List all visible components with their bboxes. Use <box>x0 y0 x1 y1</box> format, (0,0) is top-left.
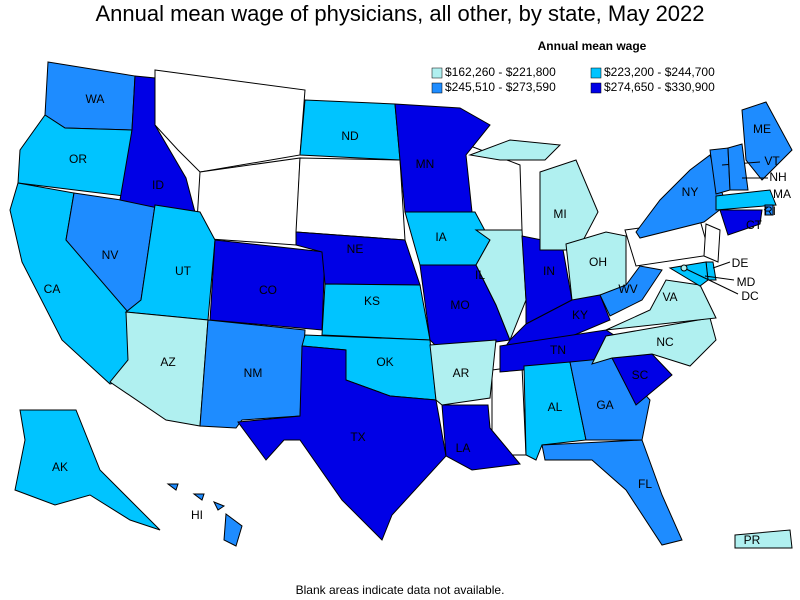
state-label: MI <box>553 207 566 221</box>
state-label: NH <box>769 170 786 184</box>
state-label: ND <box>341 129 359 143</box>
state <box>321 283 431 341</box>
state <box>734 529 793 549</box>
state <box>541 439 683 546</box>
state <box>394 103 491 213</box>
state-label: KY <box>572 308 588 322</box>
state-label: DE <box>732 256 749 270</box>
state-label: OH <box>589 255 607 269</box>
legend-swatch <box>590 82 602 94</box>
leader-line <box>704 275 735 281</box>
state-blank <box>154 69 306 173</box>
legend-swatch <box>431 82 443 94</box>
state-label: AK <box>52 460 68 474</box>
state-label: IA <box>435 230 446 244</box>
state-label: CT <box>746 218 763 232</box>
state-label: NV <box>102 248 119 262</box>
state-label: KS <box>364 294 380 308</box>
state-label: AL <box>548 400 563 414</box>
state <box>119 75 197 217</box>
state-label: HI <box>191 508 203 522</box>
legend-swatch <box>590 67 602 79</box>
state-label: WV <box>618 282 637 296</box>
state <box>680 264 688 272</box>
map-title: Annual mean wage of physicians, all othe… <box>95 1 704 26</box>
state-label: CA <box>44 282 61 296</box>
state <box>719 209 763 236</box>
legend-label: $245,510 - $273,590 <box>445 80 556 94</box>
state-label: ID <box>152 178 164 192</box>
state <box>199 319 306 429</box>
legend-label: $223,200 - $244,700 <box>604 65 715 79</box>
state-label: RI <box>764 204 776 218</box>
state <box>223 513 243 547</box>
legend-label: $274,650 - $330,900 <box>604 80 715 94</box>
legend: $162,260 - $221,800 $223,200 - $244,700$2… <box>431 65 715 94</box>
state-label: IL <box>475 268 485 282</box>
state-label: OR <box>69 152 87 166</box>
leader-line <box>763 206 769 211</box>
state <box>715 189 777 211</box>
state-label: NM <box>244 366 263 380</box>
state-label: MD <box>737 275 756 289</box>
leader-line <box>683 267 739 295</box>
state <box>468 139 562 161</box>
state-label: VT <box>764 154 780 168</box>
state-blank <box>295 157 406 241</box>
state-label: VA <box>662 290 677 304</box>
state <box>741 101 793 181</box>
state-label: MA <box>773 187 791 201</box>
state <box>599 265 663 317</box>
legend-title: Annual mean wage <box>538 39 647 53</box>
state <box>539 159 599 251</box>
state-label: AZ <box>160 355 175 369</box>
state-label: LA <box>456 441 471 455</box>
state-blank <box>195 157 301 246</box>
state <box>441 404 521 471</box>
state-label: ME <box>753 122 771 136</box>
states: WA OR CA NV ID UT AZ CO NM ND NE KS OK TX MN IA MO AR LA IL… <box>9 61 793 549</box>
state-label: TN <box>550 343 566 357</box>
legend-label: $162,260 - $221,800 <box>445 65 556 79</box>
state <box>212 501 226 511</box>
state <box>192 493 205 501</box>
state-label: CO <box>259 283 277 297</box>
state-label: OK <box>376 355 393 369</box>
state-label: DC <box>741 289 759 303</box>
state-label: GA <box>596 398 613 412</box>
state-blank <box>703 223 721 263</box>
state-label: UT <box>175 264 192 278</box>
state-label: MO <box>450 298 469 312</box>
state <box>591 317 717 367</box>
state-label: WA <box>86 92 105 106</box>
legend-swatch <box>431 67 443 79</box>
state-label: FL <box>638 477 652 491</box>
state <box>237 345 447 541</box>
state-label: NY <box>682 185 699 199</box>
state <box>14 409 161 531</box>
state-label: TX <box>350 430 365 444</box>
state-label: PR <box>744 533 761 547</box>
state <box>404 211 491 266</box>
state <box>605 279 717 331</box>
state-label: MN <box>416 157 435 171</box>
state-label: IN <box>543 264 555 278</box>
state <box>166 483 179 491</box>
footnote: Blank areas indicate data not available. <box>296 583 505 597</box>
state-label: SC <box>632 368 649 382</box>
leader-line <box>712 261 731 269</box>
state-label: NC <box>656 335 674 349</box>
state-label: NE <box>347 242 364 256</box>
state <box>429 339 497 406</box>
state-label: AR <box>453 366 470 380</box>
